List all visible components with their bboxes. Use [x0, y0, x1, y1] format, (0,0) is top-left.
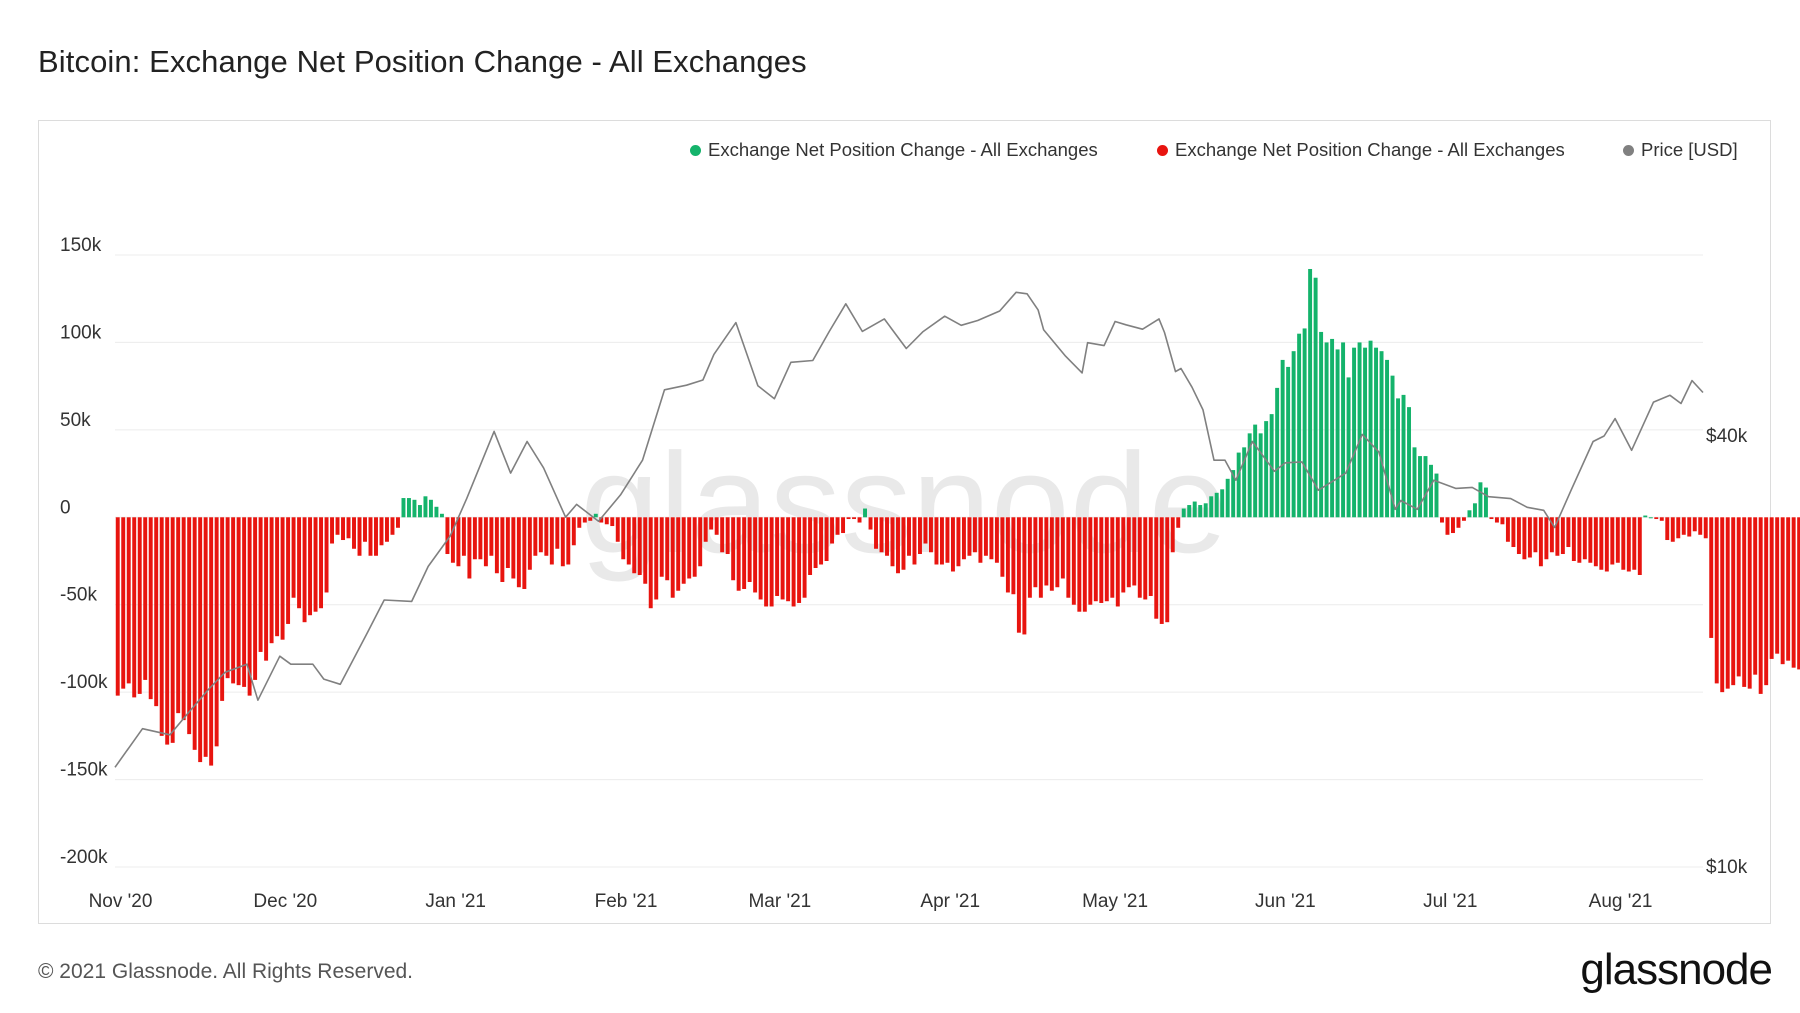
legend-dot-negative	[1157, 144, 1168, 156]
bar	[1775, 517, 1780, 654]
legend-label-positive: Exchange Net Position Change - All Excha…	[708, 139, 1098, 160]
legend-label-price: Price [USD]	[1641, 139, 1738, 160]
bar	[1780, 517, 1785, 665]
legend-item-negative[interactable]: Exchange Net Position Change - All Excha…	[1157, 138, 1565, 162]
chart-title: Bitcoin: Exchange Net Position Change - …	[38, 44, 807, 79]
legend-dot-price	[1623, 144, 1634, 156]
brand-logo: glassnode	[1580, 945, 1773, 994]
copyright-footer: © 2021 Glassnode. All Rights Reserved.	[38, 960, 414, 983]
legend-dot-positive	[690, 144, 701, 156]
legend-label-negative: Exchange Net Position Change - All Excha…	[1175, 139, 1565, 160]
bar	[1791, 517, 1796, 668]
bar	[1786, 517, 1791, 661]
legend-item-price[interactable]: Price [USD]	[1623, 138, 1738, 162]
chart-panel	[38, 120, 1771, 924]
legend-item-positive[interactable]: Exchange Net Position Change - All Excha…	[690, 138, 1098, 162]
